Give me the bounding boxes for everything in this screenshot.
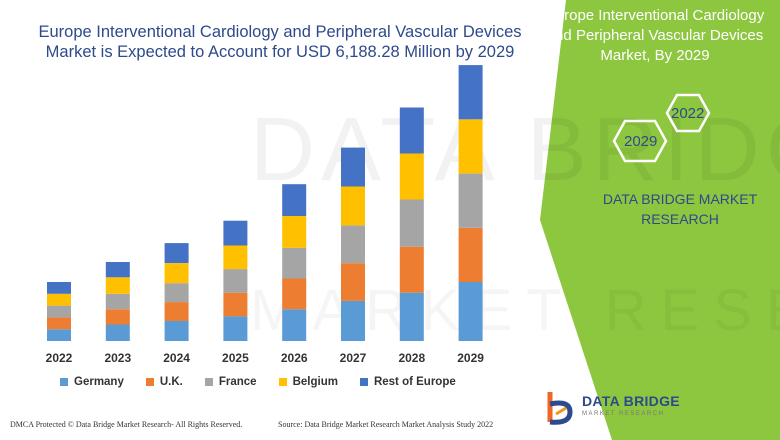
- footer-source: Source: Data Bridge Market Research Mark…: [278, 420, 494, 429]
- chart-title: Europe Interventional Cardiology and Per…: [38, 23, 522, 61]
- side-panel-title: Europe Interventional Cardiology and Per…: [545, 7, 765, 64]
- bar-segment-belgium-2024: [164, 263, 189, 284]
- bar-segment-belgium-2026: [282, 216, 307, 248]
- bar-segment-u-k-2027: [341, 263, 365, 301]
- logo-subtitle: MARKET RESEARCH: [582, 411, 665, 417]
- bar-segment-france-2029: [458, 173, 483, 228]
- legend-label: U.K.: [159, 376, 183, 388]
- x-tick-label-2029: 2029: [457, 351, 484, 365]
- legend-swatch: [204, 378, 213, 386]
- bar-segment-belgium-2027: [341, 186, 365, 226]
- bar-segment-belgium-2028: [399, 153, 424, 200]
- legend-item-germany: Germany: [60, 376, 124, 388]
- bar-segment-france-2025: [223, 269, 248, 293]
- legend-label: Germany: [74, 376, 124, 388]
- x-tick-label-2027: 2027: [340, 351, 367, 365]
- legend-item-rest-of-europe: Rest of Europe: [359, 376, 456, 388]
- bar-segment-u-k-2025: [223, 292, 248, 317]
- bar-segment-u-k-2029: [458, 227, 483, 282]
- bar-segment-belgium-2023: [105, 277, 130, 294]
- legend-item-france: France: [204, 376, 257, 388]
- bar-segment-germany-2027: [341, 300, 365, 341]
- footer-dmca: DMCA Protected © Data Bridge Market Rese…: [10, 420, 243, 429]
- hexagon-label-2022: 2022: [671, 105, 705, 122]
- brand-text: DATA BRIDGE MARKET RESEARCH: [602, 191, 758, 227]
- bar-segment-germany-2026: [282, 309, 307, 341]
- hexagon-2029: [612, 119, 668, 163]
- svg-text:MARKET RESEARCH: MARKET RESEARCH: [250, 278, 780, 343]
- bar-segment-u-k-2022: [47, 317, 71, 330]
- bar-segment-belgium-2022: [47, 293, 71, 306]
- x-tick-label-2028: 2028: [398, 351, 425, 365]
- bar-segment-germany-2022: [47, 329, 71, 341]
- logo-icon: [547, 392, 573, 425]
- bar-segment-rest-of-europe-2028: [399, 107, 424, 154]
- bar-segment-belgium-2029: [458, 119, 483, 174]
- bar-segment-france-2022: [47, 305, 71, 318]
- bar-segment-germany-2028: [399, 292, 424, 341]
- legend-swatch: [145, 378, 154, 386]
- bar-segment-france-2028: [399, 199, 424, 247]
- legend-swatch: [60, 378, 68, 386]
- bar-segment-germany-2023: [105, 324, 130, 341]
- bar-segment-france-2026: [282, 247, 307, 279]
- bar-segment-rest-of-europe-2022: [47, 282, 71, 294]
- x-tick-label-2025: 2025: [222, 351, 249, 365]
- bar-segment-france-2024: [164, 283, 189, 303]
- svg-text:DATA BRIDGE: DATA BRIDGE: [250, 100, 780, 200]
- company-logo: DATA BRIDGE MARKET RESEARCH: [544, 388, 724, 428]
- x-tick-label-2024: 2024: [163, 351, 190, 365]
- bar-segment-germany-2029: [458, 282, 483, 341]
- bar-segment-rest-of-europe-2023: [105, 262, 130, 278]
- legend-item-belgium: Belgium: [278, 376, 338, 388]
- x-tick-label-2023: 2023: [104, 351, 131, 365]
- x-tick-label-2022: 2022: [46, 351, 73, 365]
- legend-label: France: [218, 376, 257, 388]
- bar-segment-rest-of-europe-2027: [341, 147, 365, 187]
- legend-item-uk: U.K.: [145, 376, 183, 388]
- bar-segment-u-k-2023: [105, 309, 130, 325]
- x-tick-label-2026: 2026: [281, 351, 308, 365]
- bar-segment-u-k-2026: [282, 278, 307, 310]
- bar-segment-france-2027: [341, 225, 365, 264]
- bar-segment-belgium-2025: [223, 245, 248, 270]
- bar-segment-france-2023: [105, 293, 130, 310]
- legend-swatch: [359, 378, 368, 386]
- legend-label: Belgium: [292, 376, 338, 388]
- legend-swatch: [278, 378, 287, 386]
- hexagon-2022: [665, 93, 711, 133]
- bar-segment-rest-of-europe-2025: [223, 220, 248, 246]
- logo-name: DATA BRIDGE: [582, 393, 680, 409]
- bar-segment-rest-of-europe-2029: [458, 65, 483, 120]
- bar-segment-u-k-2024: [164, 302, 189, 321]
- bar-segment-rest-of-europe-2024: [164, 243, 189, 264]
- bar-segment-u-k-2028: [399, 246, 424, 293]
- bar-segment-germany-2024: [164, 321, 189, 341]
- hexagon-label-2029: 2029: [624, 133, 658, 150]
- bar-segment-germany-2025: [223, 316, 248, 341]
- legend-label: Rest of Europe: [373, 376, 456, 388]
- bar-segment-rest-of-europe-2026: [282, 184, 307, 216]
- chart-legend: Germany U.K. France Belgium Rest of Euro…: [60, 376, 456, 388]
